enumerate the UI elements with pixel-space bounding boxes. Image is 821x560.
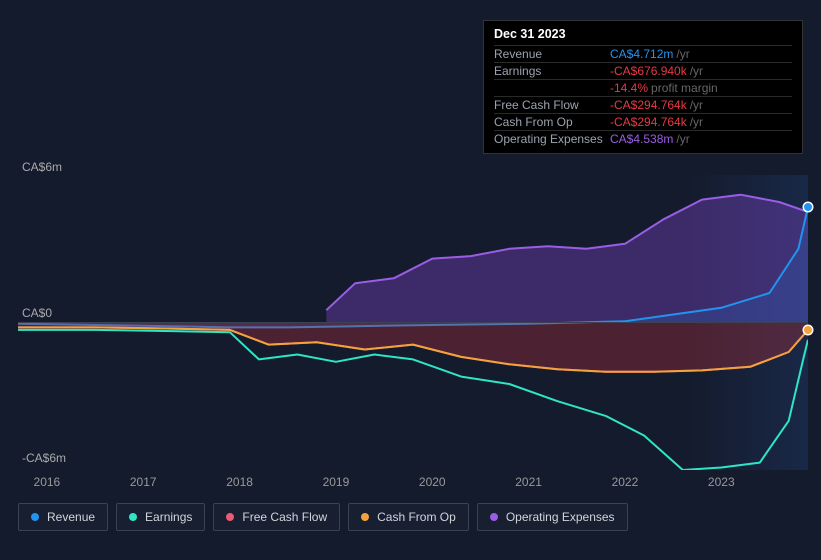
tooltip-row-label: Cash From Op — [494, 115, 610, 129]
tooltip-row-label — [494, 81, 610, 95]
legend-label: Operating Expenses — [506, 510, 615, 524]
legend-label: Earnings — [145, 510, 192, 524]
xaxis-tick-label: 2020 — [419, 475, 446, 489]
tooltip-row-value: CA$4.712m — [610, 47, 673, 61]
tooltip-row-label: Earnings — [494, 64, 610, 78]
xaxis-tick-label: 2018 — [226, 475, 253, 489]
chart-legend: Revenue Earnings Free Cash Flow Cash From O… — [18, 503, 628, 531]
legend-label: Free Cash Flow — [242, 510, 327, 524]
tooltip-row-suffix: /yr — [690, 115, 703, 129]
legend-item-revenue[interactable]: Revenue — [18, 503, 108, 531]
tooltip-row-suffix: /yr — [676, 47, 689, 61]
yaxis-label-mid: CA$0 — [22, 306, 52, 320]
xaxis-tick-label: 2019 — [323, 475, 350, 489]
tooltip-row: Earnings-CA$676.940k/yr — [494, 62, 792, 79]
tooltip-row: Cash From Op-CA$294.764k/yr — [494, 113, 792, 130]
tooltip-row-label: Revenue — [494, 47, 610, 61]
tooltip-row-label: Operating Expenses — [494, 132, 610, 146]
tooltip-date: Dec 31 2023 — [494, 27, 792, 45]
legend-item-cash-from-op[interactable]: Cash From Op — [348, 503, 469, 531]
legend-item-free-cash-flow[interactable]: Free Cash Flow — [213, 503, 340, 531]
tooltip-row-suffix: profit margin — [651, 81, 718, 95]
tooltip-row-value: -14.4% — [610, 81, 648, 95]
chart-tooltip: Dec 31 2023 RevenueCA$4.712m/yrEarnings-… — [483, 20, 803, 154]
legend-dot — [129, 513, 137, 521]
xaxis-tick-label: 2021 — [515, 475, 542, 489]
tooltip-row-value: -CA$294.764k — [610, 115, 687, 129]
legend-dot — [226, 513, 234, 521]
xaxis-tick-label: 2016 — [34, 475, 61, 489]
series-end-dot — [804, 326, 812, 334]
tooltip-row-suffix: /yr — [690, 98, 703, 112]
tooltip-row-label: Free Cash Flow — [494, 98, 610, 112]
zero-gridline — [18, 322, 808, 323]
yaxis-label-bot: -CA$6m — [22, 451, 66, 465]
tooltip-row-value: CA$4.538m — [610, 132, 673, 146]
plot-area[interactable] — [18, 175, 808, 470]
tooltip-row: Operating ExpensesCA$4.538m/yr — [494, 130, 792, 147]
xaxis-tick-label: 2017 — [130, 475, 157, 489]
tooltip-row: -14.4%profit margin — [494, 79, 792, 96]
tooltip-row-suffix: /yr — [676, 132, 689, 146]
legend-label: Cash From Op — [377, 510, 456, 524]
tooltip-row-value: -CA$676.940k — [610, 64, 687, 78]
xaxis-tick-label: 2022 — [612, 475, 639, 489]
tooltip-row: Free Cash Flow-CA$294.764k/yr — [494, 96, 792, 113]
legend-item-earnings[interactable]: Earnings — [116, 503, 205, 531]
tooltip-row-suffix: /yr — [690, 64, 703, 78]
legend-dot — [361, 513, 369, 521]
series-end-dot — [804, 203, 812, 211]
tooltip-row-value: -CA$294.764k — [610, 98, 687, 112]
legend-dot — [31, 513, 39, 521]
legend-dot — [490, 513, 498, 521]
yaxis-label-top: CA$6m — [22, 160, 62, 174]
tooltip-row: RevenueCA$4.712m/yr — [494, 45, 792, 62]
legend-item-operating-expenses[interactable]: Operating Expenses — [477, 503, 628, 531]
xaxis-tick-label: 2023 — [708, 475, 735, 489]
legend-label: Revenue — [47, 510, 95, 524]
